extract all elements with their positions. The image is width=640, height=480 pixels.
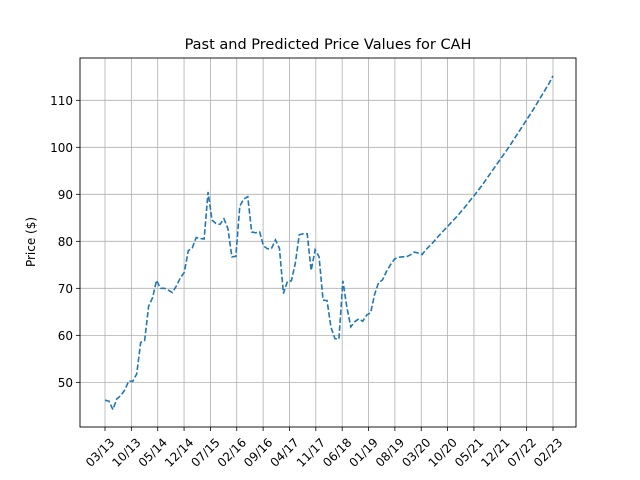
x-tick-label: 07/15 (188, 435, 222, 469)
x-tick-label: 11/17 (294, 435, 328, 469)
x-tick-label: 05/21 (452, 435, 486, 469)
y-tick-label: 70 (58, 282, 73, 296)
x-tick-label: 08/19 (373, 435, 407, 469)
x-tick-label: 05/14 (136, 435, 170, 469)
x-tick-label: 07/22 (505, 435, 539, 469)
y-axis: 50 60 70 80 90 100 110 (50, 94, 80, 390)
x-tick-label: 10/20 (426, 435, 460, 469)
grid (80, 58, 576, 427)
chart-title: Past and Predicted Price Values for CAH (185, 37, 472, 53)
y-axis-label: Price ($) (24, 217, 38, 267)
x-tick-label: 02/23 (531, 435, 565, 469)
x-tick-label: 06/18 (320, 435, 354, 469)
plot-frame (79, 57, 577, 428)
x-tick-label: 01/19 (347, 435, 381, 469)
x-tick-label: 03/13 (83, 435, 117, 469)
x-tick-label: 04/17 (267, 435, 301, 469)
x-tick-label: 12/14 (162, 435, 196, 469)
y-tick-label: 50 (58, 376, 73, 390)
x-tick-label: 10/13 (109, 435, 143, 469)
y-tick-label: 80 (58, 235, 73, 249)
x-tick-label: 12/21 (478, 435, 512, 469)
y-tick-label: 90 (58, 188, 73, 202)
price-series-line (104, 75, 554, 412)
x-tick-label: 03/20 (399, 435, 433, 469)
x-tick-label: 02/16 (215, 435, 249, 469)
y-tick-label: 100 (50, 141, 73, 155)
y-tick-label: 110 (50, 94, 73, 108)
x-tick-label: 09/16 (241, 435, 275, 469)
y-tick-label: 60 (58, 329, 73, 343)
x-axis: 03/1310/1305/1412/1407/1502/1609/1604/17… (83, 427, 565, 470)
